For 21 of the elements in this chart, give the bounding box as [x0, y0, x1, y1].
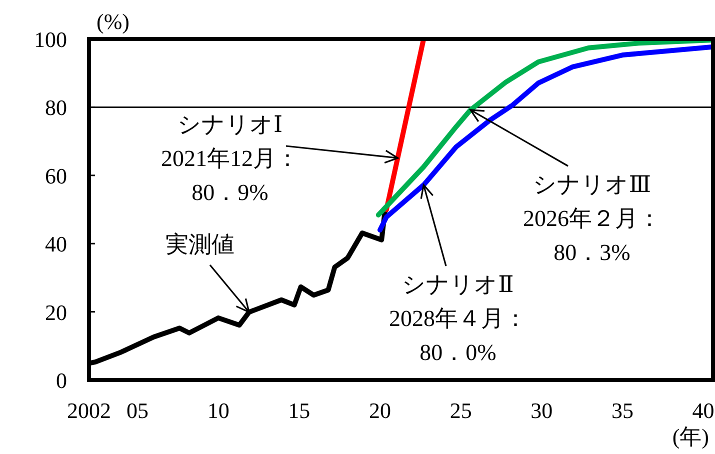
xtick: 05: [126, 398, 148, 423]
annotation: 実測値: [166, 232, 234, 257]
xtick: 2002: [67, 398, 111, 423]
ytick: 0: [56, 368, 67, 393]
xtick: 15: [288, 398, 310, 423]
ytick: 100: [34, 27, 67, 52]
xtick: 25: [450, 398, 472, 423]
annotation: シナリオⅢ 2026年２月： 80．3%: [523, 172, 661, 265]
xtick: 40: [692, 398, 714, 423]
xtick: 10: [207, 398, 230, 423]
annotation: シナリオⅠ 2021年12月： 80．9%: [161, 112, 299, 205]
xtick: 20: [368, 398, 391, 423]
ytick: 60: [45, 163, 67, 188]
ylabel: (%): [96, 9, 130, 34]
annotation: シナリオⅡ 2028年４月： 80．0%: [389, 272, 527, 365]
xlabel: (年): [672, 424, 709, 449]
ytick: 40: [45, 232, 67, 257]
ytick: 80: [45, 95, 67, 120]
xtick: 35: [611, 398, 634, 423]
ytick: 20: [45, 300, 67, 325]
xtick: 30: [530, 398, 553, 423]
